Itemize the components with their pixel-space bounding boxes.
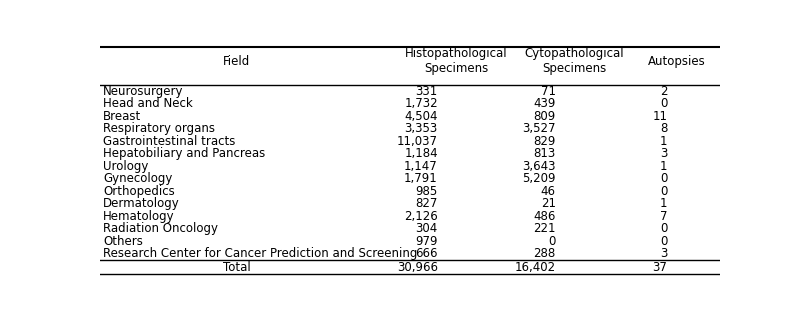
Text: 0: 0 [660, 235, 667, 248]
Text: 0: 0 [660, 185, 667, 198]
Text: 3,643: 3,643 [522, 160, 556, 173]
Text: 829: 829 [534, 135, 556, 148]
Text: 0: 0 [548, 235, 556, 248]
Text: 1,732: 1,732 [404, 97, 438, 110]
Text: 3: 3 [660, 247, 667, 260]
Text: Urology: Urology [103, 160, 149, 173]
Text: 0: 0 [660, 172, 667, 185]
Text: 2,126: 2,126 [404, 210, 438, 223]
Text: 8: 8 [660, 123, 667, 135]
Text: 3: 3 [660, 147, 667, 160]
Text: 0: 0 [660, 97, 667, 110]
Text: Hepatobiliary and Pancreas: Hepatobiliary and Pancreas [103, 147, 266, 160]
Text: 439: 439 [534, 97, 556, 110]
Text: 30,966: 30,966 [397, 261, 438, 274]
Text: Autopsies: Autopsies [648, 55, 706, 68]
Text: Research Center for Cancer Prediction and Screening: Research Center for Cancer Prediction an… [103, 247, 418, 260]
Text: 221: 221 [534, 222, 556, 235]
Text: 71: 71 [541, 85, 556, 98]
Text: Radiation Oncology: Radiation Oncology [103, 222, 218, 235]
Text: 985: 985 [416, 185, 438, 198]
Text: 827: 827 [415, 197, 438, 210]
Text: Others: Others [103, 235, 143, 248]
Text: 3,353: 3,353 [405, 123, 438, 135]
Text: 5,209: 5,209 [522, 172, 556, 185]
Text: 46: 46 [541, 185, 556, 198]
Text: 11: 11 [652, 110, 667, 123]
Text: 813: 813 [534, 147, 556, 160]
Text: 16,402: 16,402 [514, 261, 556, 274]
Text: 331: 331 [416, 85, 438, 98]
Text: Histopathological
Specimens: Histopathological Specimens [405, 47, 508, 75]
Text: 1: 1 [660, 197, 667, 210]
Text: 979: 979 [415, 235, 438, 248]
Text: 37: 37 [653, 261, 667, 274]
Text: Neurosurgery: Neurosurgery [103, 85, 184, 98]
Text: Gastrointestinal tracts: Gastrointestinal tracts [103, 135, 235, 148]
Text: 2: 2 [660, 85, 667, 98]
Text: 1,184: 1,184 [404, 147, 438, 160]
Text: 11,037: 11,037 [397, 135, 438, 148]
Text: 288: 288 [534, 247, 556, 260]
Text: Dermatology: Dermatology [103, 197, 180, 210]
Text: 0: 0 [660, 222, 667, 235]
Text: 1,147: 1,147 [404, 160, 438, 173]
Text: 1: 1 [660, 135, 667, 148]
Text: 486: 486 [534, 210, 556, 223]
Text: Field: Field [222, 55, 250, 68]
Text: Breast: Breast [103, 110, 142, 123]
Text: 666: 666 [415, 247, 438, 260]
Text: 1: 1 [660, 160, 667, 173]
Text: Orthopedics: Orthopedics [103, 185, 175, 198]
Text: Total: Total [222, 261, 250, 274]
Text: 1,791: 1,791 [404, 172, 438, 185]
Text: 7: 7 [660, 210, 667, 223]
Text: Hematology: Hematology [103, 210, 174, 223]
Text: 3,527: 3,527 [522, 123, 556, 135]
Text: 304: 304 [416, 222, 438, 235]
Text: Head and Neck: Head and Neck [103, 97, 193, 110]
Text: 4,504: 4,504 [405, 110, 438, 123]
Text: Gynecology: Gynecology [103, 172, 173, 185]
Text: Respiratory organs: Respiratory organs [103, 123, 215, 135]
Text: 21: 21 [541, 197, 556, 210]
Text: Cytopathological
Specimens: Cytopathological Specimens [525, 47, 624, 75]
Text: 809: 809 [534, 110, 556, 123]
